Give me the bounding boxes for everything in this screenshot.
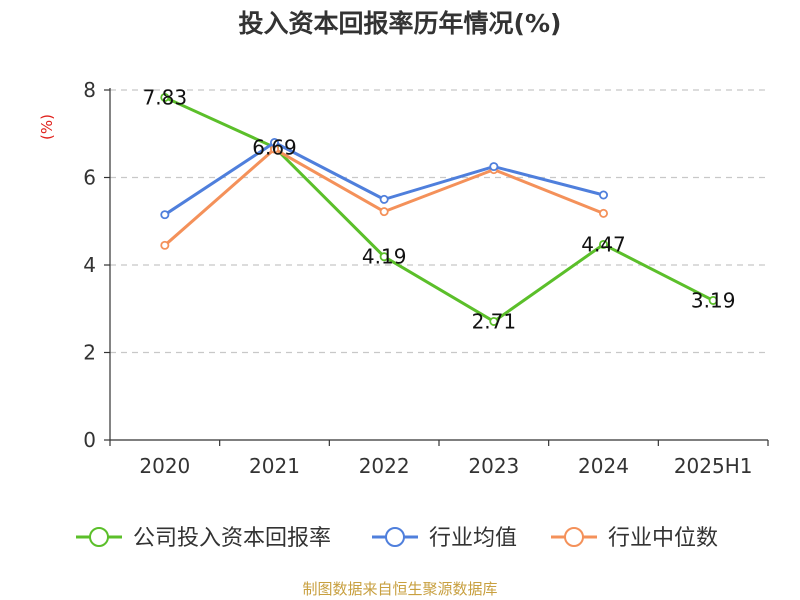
x-tick-label: 2023	[468, 454, 519, 478]
y-tick-label: 8	[83, 78, 96, 102]
legend-label: 行业中位数	[608, 526, 718, 551]
data-label: 4.47	[581, 232, 626, 256]
data-point	[599, 208, 609, 218]
x-tick-label: 2021	[249, 454, 300, 478]
data-source-note: 制图数据来自恒生聚源数据库	[302, 580, 498, 598]
data-point	[269, 137, 279, 147]
data-point	[379, 252, 389, 262]
data-point	[599, 239, 609, 249]
series-group	[160, 92, 718, 326]
legend-marker	[385, 527, 405, 547]
data-label: 6.69	[252, 135, 297, 159]
chart-title: 投入资本回报率历年情况(%)	[239, 9, 562, 38]
data-point	[599, 190, 609, 200]
legend-item: 行业中位数	[551, 526, 718, 551]
x-tick-label: 2022	[359, 454, 410, 478]
data-label: 2.71	[472, 309, 517, 333]
x-tick-label: 2020	[139, 454, 190, 478]
legend-marker	[89, 527, 109, 547]
legend-item: 公司投入资本回报率	[76, 526, 331, 551]
y-tick-label: 0	[83, 428, 96, 452]
data-point	[379, 194, 389, 204]
data-label: 3.19	[691, 288, 736, 312]
data-point	[160, 210, 170, 220]
legend-label: 行业均值	[429, 526, 517, 551]
legend-item: 行业均值	[372, 526, 517, 551]
data-point	[708, 295, 718, 305]
y-tick-label: 6	[83, 166, 96, 190]
legend-label: 公司投入资本回报率	[133, 526, 331, 551]
data-point	[379, 207, 389, 217]
x-tick-label: 2024	[578, 454, 629, 478]
data-point	[160, 240, 170, 250]
y-tick-label: 2	[83, 341, 96, 365]
data-label: 7.83	[143, 85, 188, 109]
data-point	[160, 92, 170, 102]
data-labels: 7.83 6.69 4.19 2.71 4.47 3.19	[143, 85, 736, 333]
y-tick-label: 4	[83, 253, 96, 277]
legend: 公司投入资本回报率 行业均值 行业中位数	[76, 526, 718, 551]
y-axis-label: (%)	[38, 114, 56, 140]
series-line	[164, 96, 714, 323]
legend-marker	[564, 527, 584, 547]
grid-lines	[110, 89, 768, 354]
data-point	[489, 316, 499, 326]
x-tick-label: 2025H1	[674, 454, 753, 478]
axes: 0 2 4 6 8 2020 2021 2022 2023 2024 2025H1	[83, 78, 769, 478]
data-point	[489, 162, 499, 172]
data-label: 4.19	[362, 245, 407, 269]
